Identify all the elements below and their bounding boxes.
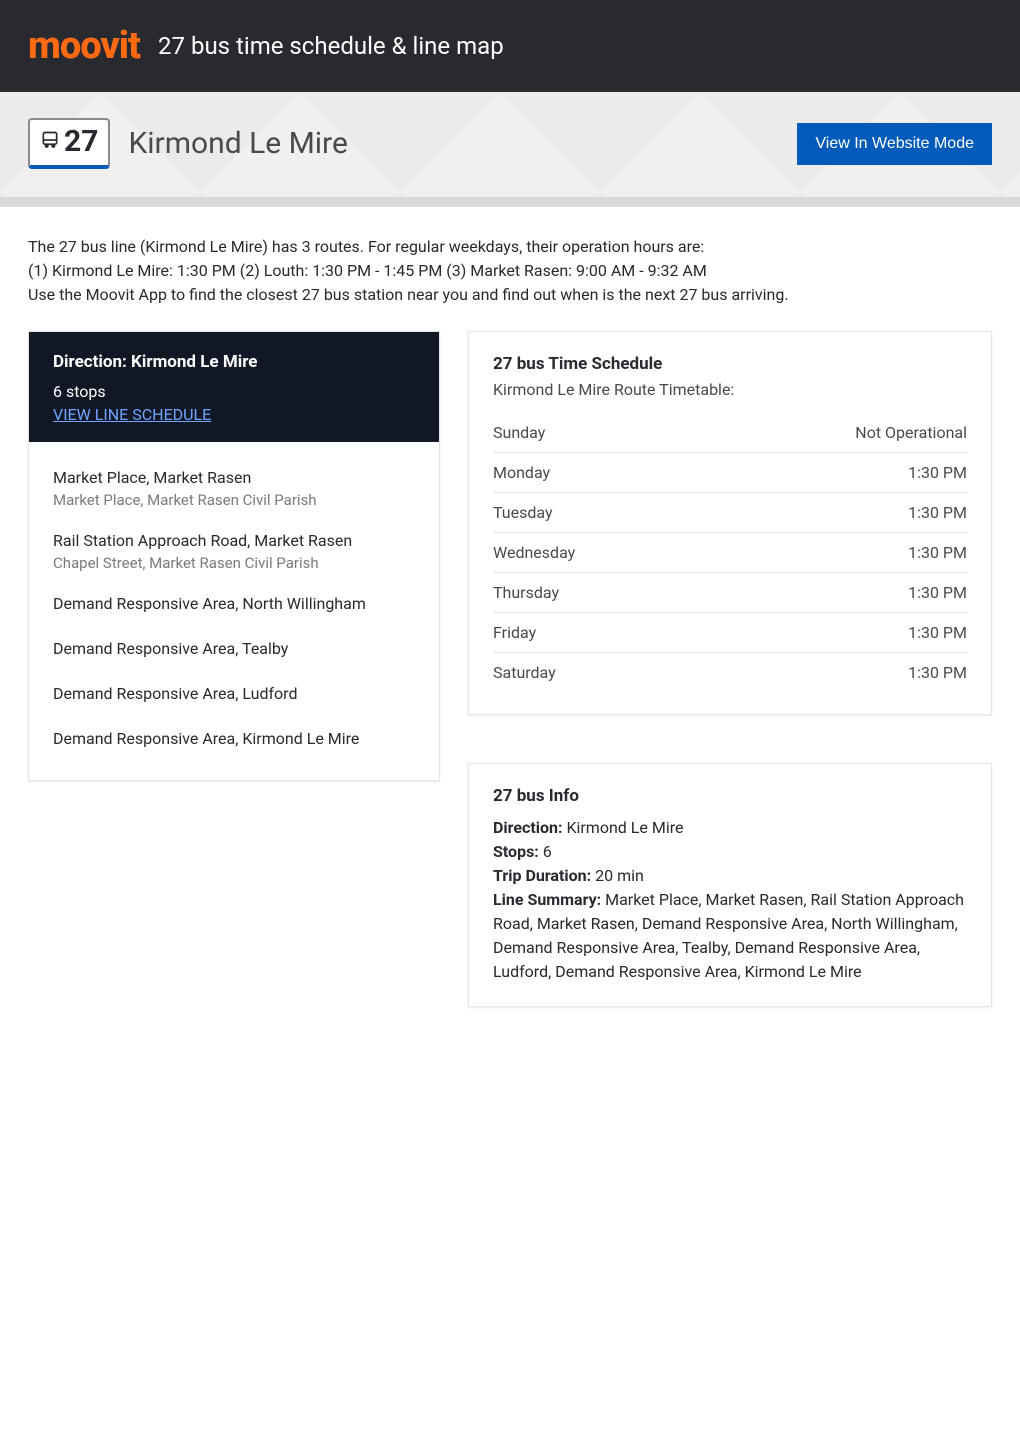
- stop-name: Market Place, Market Rasen: [53, 468, 415, 487]
- day-cell: Tuesday: [493, 493, 694, 533]
- schedule-title: 27 bus Time Schedule: [493, 354, 967, 374]
- direction-card: Direction: Kirmond Le Mire 6 stops VIEW …: [28, 331, 440, 781]
- day-cell: Wednesday: [493, 533, 694, 573]
- time-cell: 1:30 PM: [694, 493, 967, 533]
- page-title: 27 bus time schedule & line map: [158, 32, 504, 60]
- info-duration-value: 20 min: [595, 866, 644, 885]
- day-cell: Friday: [493, 613, 694, 653]
- table-row: Thursday 1:30 PM: [493, 573, 967, 613]
- info-direction: Direction: Kirmond Le Mire: [493, 816, 967, 840]
- table-row: Wednesday 1:30 PM: [493, 533, 967, 573]
- time-cell: 1:30 PM: [694, 613, 967, 653]
- bus-icon: [40, 130, 60, 154]
- right-column: 27 bus Time Schedule Kirmond Le Mire Rou…: [468, 331, 992, 1007]
- stop-item: Demand Responsive Area, North Willingham: [53, 578, 415, 623]
- info-card: 27 bus Info Direction: Kirmond Le Mire S…: [468, 763, 992, 1007]
- view-website-button[interactable]: View In Website Mode: [797, 123, 992, 165]
- direction-card-header: Direction: Kirmond Le Mire 6 stops VIEW …: [29, 332, 439, 442]
- intro-text: The 27 bus line (Kirmond Le Mire) has 3 …: [0, 207, 1020, 331]
- stop-sub: Chapel Street, Market Rasen Civil Parish: [53, 554, 415, 572]
- left-column: Direction: Kirmond Le Mire 6 stops VIEW …: [28, 331, 440, 781]
- day-cell: Monday: [493, 453, 694, 493]
- info-direction-label: Direction:: [493, 818, 562, 837]
- table-row: Sunday Not Operational: [493, 413, 967, 453]
- info-summary-label: Line Summary:: [493, 890, 601, 909]
- direction-label: Direction: Kirmond Le Mire: [53, 352, 415, 372]
- schedule-card: 27 bus Time Schedule Kirmond Le Mire Rou…: [468, 331, 992, 715]
- stop-item: Rail Station Approach Road, Market Rasen…: [53, 515, 415, 578]
- time-cell: 1:30 PM: [694, 573, 967, 613]
- stop-name: Demand Responsive Area, Ludford: [53, 684, 415, 703]
- info-duration-label: Trip Duration:: [493, 866, 591, 885]
- info-stops-value: 6: [543, 842, 552, 861]
- view-schedule-link[interactable]: VIEW LINE SCHEDULE: [53, 405, 211, 424]
- info-direction-value: Kirmond Le Mire: [566, 818, 683, 837]
- table-row: Tuesday 1:30 PM: [493, 493, 967, 533]
- stop-item: Demand Responsive Area, Kirmond Le Mire: [53, 713, 415, 758]
- stop-name: Demand Responsive Area, Tealby: [53, 639, 415, 658]
- time-cell: Not Operational: [694, 413, 967, 453]
- day-cell: Saturday: [493, 653, 694, 693]
- stop-item: Market Place, Market Rasen Market Place,…: [53, 452, 415, 515]
- time-cell: 1:30 PM: [694, 533, 967, 573]
- stops-list: Market Place, Market Rasen Market Place,…: [29, 442, 439, 780]
- info-duration: Trip Duration: 20 min: [493, 864, 967, 888]
- time-cell: 1:30 PM: [694, 453, 967, 493]
- stop-name: Demand Responsive Area, North Willingham: [53, 594, 415, 613]
- app-header: moovit 27 bus time schedule & line map: [0, 0, 1020, 92]
- brand-text: moovit: [28, 24, 140, 68]
- day-cell: Sunday: [493, 413, 694, 453]
- route-name: Kirmond Le Mire: [128, 126, 347, 161]
- time-cell: 1:30 PM: [694, 653, 967, 693]
- route-badge: 27: [28, 118, 110, 169]
- day-cell: Thursday: [493, 573, 694, 613]
- info-stops-label: Stops:: [493, 842, 539, 861]
- stop-item: Demand Responsive Area, Tealby: [53, 623, 415, 668]
- info-summary: Line Summary: Market Place, Market Rasen…: [493, 888, 967, 984]
- stop-name: Rail Station Approach Road, Market Rasen: [53, 531, 415, 550]
- route-number: 27: [64, 124, 98, 159]
- info-title: 27 bus Info: [493, 786, 967, 806]
- table-row: Saturday 1:30 PM: [493, 653, 967, 693]
- content-columns: Direction: Kirmond Le Mire 6 stops VIEW …: [0, 331, 1020, 1035]
- schedule-table: Sunday Not Operational Monday 1:30 PM Tu…: [493, 413, 967, 692]
- stops-count: 6 stops: [53, 382, 415, 401]
- info-stops: Stops: 6: [493, 840, 967, 864]
- brand-logo: moovit: [28, 24, 140, 68]
- table-row: Friday 1:30 PM: [493, 613, 967, 653]
- hero-left: 27 Kirmond Le Mire: [28, 118, 348, 169]
- stop-item: Demand Responsive Area, Ludford: [53, 668, 415, 713]
- stop-sub: Market Place, Market Rasen Civil Parish: [53, 491, 415, 509]
- stop-name: Demand Responsive Area, Kirmond Le Mire: [53, 729, 415, 748]
- hero-bar: 27 Kirmond Le Mire View In Website Mode: [0, 92, 1020, 207]
- schedule-subtitle: Kirmond Le Mire Route Timetable:: [493, 380, 967, 399]
- table-row: Monday 1:30 PM: [493, 453, 967, 493]
